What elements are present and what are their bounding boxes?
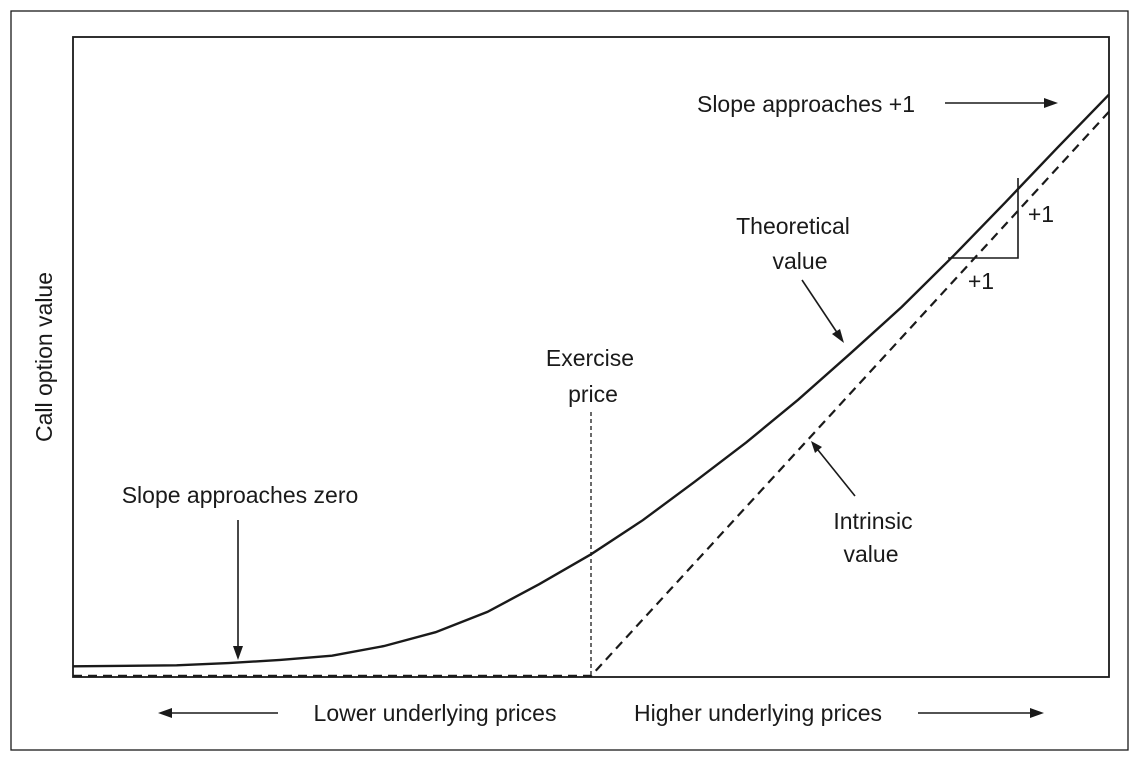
- slope-zero-label: Slope approaches zero: [122, 482, 359, 508]
- theoretical-arrowhead: [832, 329, 844, 343]
- higher-prices-label: Higher underlying prices: [634, 700, 882, 726]
- higher-prices-arrowhead: [1030, 708, 1044, 718]
- intrinsic-arrowhead: [811, 441, 822, 453]
- rise-label: +1: [1028, 201, 1054, 227]
- intrinsic-label-line1: Intrinsic: [833, 508, 912, 534]
- lower-prices-label: Lower underlying prices: [314, 700, 557, 726]
- slope-one-label: Slope approaches +1: [697, 91, 915, 117]
- intrinsic-arrow: [817, 449, 856, 497]
- theoretical-value-line: [72, 93, 1110, 668]
- theoretical-label-line1: Theoretical: [736, 213, 850, 239]
- exercise-label-line1: Exercise: [546, 345, 634, 371]
- theoretical-label-line2: value: [773, 248, 828, 274]
- y-axis-label: Call option value: [31, 272, 57, 442]
- outer-frame: [10, 10, 1129, 751]
- slope-zero-arrowhead: [233, 646, 243, 660]
- intrinsic-value-line: [73, 110, 1110, 677]
- theoretical-arrow: [801, 279, 839, 335]
- exercise-label-line2: price: [568, 381, 618, 407]
- lower-prices-arrowhead: [158, 708, 172, 718]
- slope-triangle: [948, 178, 1019, 259]
- intrinsic-label-line2: value: [844, 541, 899, 567]
- slope-one-arrowhead: [1044, 98, 1058, 108]
- run-label: +1: [968, 268, 994, 294]
